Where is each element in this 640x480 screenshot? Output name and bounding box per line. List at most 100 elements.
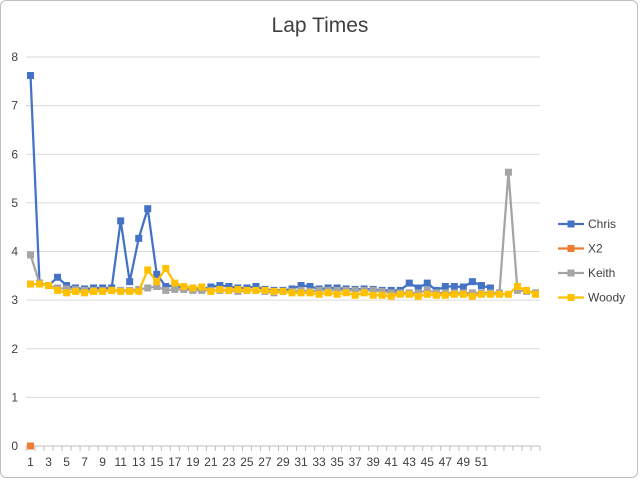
data-point xyxy=(198,283,206,291)
x-tick-label: 47 xyxy=(439,455,453,469)
y-tick-label: 1 xyxy=(11,390,18,404)
legend-label: Woody xyxy=(588,291,625,305)
data-point xyxy=(243,286,251,294)
legend-marker xyxy=(567,294,575,301)
legend-item: Keith xyxy=(558,266,615,280)
data-point xyxy=(459,290,467,298)
x-tick-label: 51 xyxy=(475,455,489,469)
data-point xyxy=(234,285,242,293)
y-tick-label: 7 xyxy=(11,99,18,113)
data-point xyxy=(297,289,305,297)
data-point xyxy=(99,287,107,295)
data-point xyxy=(333,290,341,298)
data-point xyxy=(396,290,404,298)
data-point xyxy=(513,286,521,294)
data-point xyxy=(441,283,449,291)
data-point xyxy=(171,285,179,293)
data-point xyxy=(378,291,386,299)
series-keith xyxy=(27,168,539,297)
data-point xyxy=(108,286,116,294)
data-point xyxy=(522,286,530,294)
x-tick-label: 25 xyxy=(240,455,254,469)
data-point xyxy=(441,291,449,299)
y-tick-label: 5 xyxy=(11,196,18,210)
y-tick-label: 4 xyxy=(11,245,18,259)
data-point xyxy=(414,292,422,300)
data-point xyxy=(162,286,170,294)
data-point xyxy=(162,283,170,291)
data-point xyxy=(459,283,467,291)
data-point xyxy=(117,217,125,225)
x-tick-label: 45 xyxy=(421,455,435,469)
data-point xyxy=(135,287,143,295)
data-point xyxy=(288,289,296,297)
y-tick-label: 6 xyxy=(11,147,18,161)
data-point xyxy=(180,283,188,291)
legend-item: Chris xyxy=(558,217,616,231)
data-point xyxy=(405,279,413,287)
series-woody xyxy=(27,265,539,300)
legend-label: Keith xyxy=(588,266,615,280)
gridlines xyxy=(26,56,540,398)
x-tick-label: 27 xyxy=(258,455,272,469)
data-point xyxy=(207,287,215,295)
x-tick-label: 3 xyxy=(45,455,52,469)
data-point xyxy=(135,234,143,242)
data-point xyxy=(351,286,359,294)
data-point xyxy=(306,283,314,291)
data-point xyxy=(54,286,62,294)
x-tick-label: 31 xyxy=(294,455,308,469)
data-point xyxy=(477,282,485,290)
data-point xyxy=(360,289,368,297)
data-point xyxy=(126,287,134,295)
data-point xyxy=(153,283,161,291)
data-point xyxy=(27,442,35,450)
legend-item: Woody xyxy=(558,291,625,305)
data-point xyxy=(189,284,197,292)
data-point xyxy=(486,284,494,292)
data-point xyxy=(531,290,539,298)
data-point xyxy=(144,284,152,292)
data-point xyxy=(90,287,98,295)
data-point xyxy=(27,71,35,79)
data-point xyxy=(252,286,260,294)
x-tick-label: 9 xyxy=(99,455,106,469)
series-line xyxy=(29,75,491,292)
y-tick-label: 3 xyxy=(11,293,18,307)
data-point xyxy=(342,289,350,297)
data-point xyxy=(54,273,62,281)
data-point xyxy=(315,290,323,298)
data-point xyxy=(261,286,269,294)
data-point xyxy=(468,292,476,300)
data-point xyxy=(270,287,278,295)
chart-title: Lap Times xyxy=(272,14,369,37)
legend-label: Chris xyxy=(588,217,616,231)
x-tick-label: 37 xyxy=(348,455,362,469)
y-tick-label: 2 xyxy=(11,342,18,356)
data-point xyxy=(387,292,395,300)
data-point xyxy=(225,286,233,294)
data-point xyxy=(504,168,512,176)
data-point xyxy=(216,282,224,290)
data-point xyxy=(414,284,422,292)
series-group xyxy=(27,71,539,450)
data-point xyxy=(72,287,80,295)
x-tick-label: 49 xyxy=(457,455,471,469)
data-point xyxy=(450,290,458,298)
x-tick-label: 41 xyxy=(385,455,399,469)
data-point xyxy=(144,205,152,213)
data-point xyxy=(468,278,476,286)
x-tick-label: 33 xyxy=(312,455,326,469)
data-point xyxy=(81,289,89,297)
x-tick-label: 35 xyxy=(330,455,344,469)
data-point xyxy=(486,290,494,298)
data-point xyxy=(369,286,377,294)
data-point xyxy=(306,289,314,297)
data-point xyxy=(297,282,305,290)
data-point xyxy=(117,287,125,295)
legend-label: X2 xyxy=(588,242,603,256)
data-point xyxy=(162,265,170,273)
x-tick-label: 1 xyxy=(27,455,34,469)
